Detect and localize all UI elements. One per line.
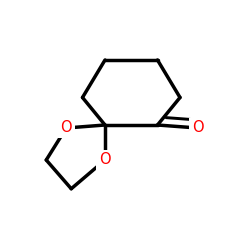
Text: O: O: [192, 120, 203, 136]
Text: O: O: [60, 120, 72, 136]
Text: O: O: [99, 152, 111, 168]
